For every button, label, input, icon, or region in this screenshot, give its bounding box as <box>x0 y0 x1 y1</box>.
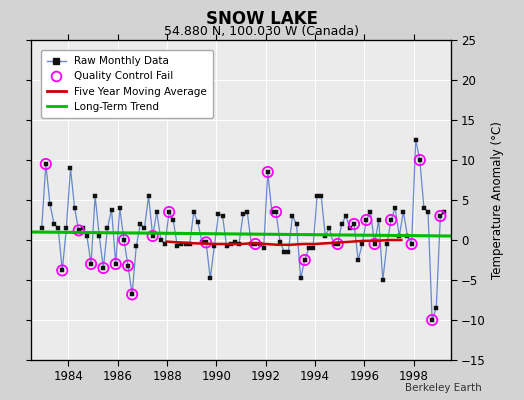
Point <box>272 209 280 215</box>
Point <box>165 209 173 215</box>
Point <box>362 217 370 223</box>
Point <box>251 241 259 247</box>
Point <box>416 157 424 163</box>
Point <box>436 213 444 219</box>
Point <box>350 221 358 227</box>
Point <box>387 217 395 223</box>
Point <box>119 237 128 243</box>
Point <box>301 257 309 263</box>
Point <box>124 262 132 269</box>
Point <box>148 233 157 239</box>
Point <box>74 227 83 234</box>
Point <box>87 261 95 267</box>
Point <box>99 265 107 271</box>
Point <box>202 239 210 246</box>
Point <box>370 241 379 247</box>
Point <box>428 317 436 323</box>
Y-axis label: Temperature Anomaly (°C): Temperature Anomaly (°C) <box>492 121 505 279</box>
Point <box>264 169 272 175</box>
Point <box>128 291 136 298</box>
Point <box>58 267 67 274</box>
Text: Berkeley Earth: Berkeley Earth <box>406 383 482 393</box>
Point <box>41 161 50 167</box>
Point <box>112 261 120 267</box>
Legend: Raw Monthly Data, Quality Control Fail, Five Year Moving Average, Long-Term Tren: Raw Monthly Data, Quality Control Fail, … <box>41 50 213 118</box>
Text: 54.880 N, 100.030 W (Canada): 54.880 N, 100.030 W (Canada) <box>165 25 359 38</box>
Point <box>408 241 416 247</box>
Text: SNOW LAKE: SNOW LAKE <box>206 10 318 28</box>
Point <box>333 241 342 247</box>
